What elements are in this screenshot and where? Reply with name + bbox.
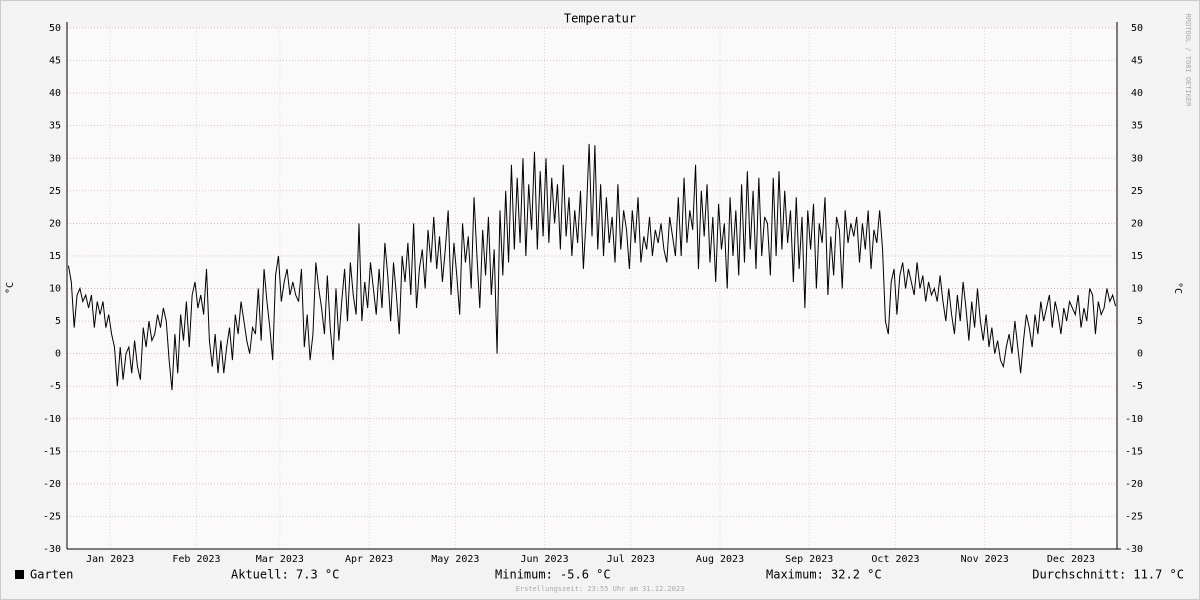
legend-swatch (15, 570, 24, 579)
y2-tick-label: 0 (1137, 349, 1143, 360)
x-tick-label: Feb 2023 (172, 554, 220, 565)
y-axis-label: °C (5, 282, 16, 294)
y-tick-label: 0 (55, 349, 61, 360)
y-tick-label: -15 (43, 446, 61, 457)
y2-tick-label: 40 (1131, 88, 1143, 99)
y2-tick-label: 20 (1131, 218, 1143, 229)
legend-label: Garten (30, 568, 73, 582)
y2-tick-label: -15 (1125, 446, 1143, 457)
chart-title: Temperatur (564, 12, 636, 26)
x-tick-label: Jul 2023 (607, 554, 655, 565)
y2-tick-label: 15 (1131, 251, 1143, 262)
x-tick-label: Dec 2023 (1047, 554, 1095, 565)
y-tick-label: 30 (49, 153, 61, 164)
y2-tick-label: 50 (1131, 23, 1143, 34)
y-tick-label: -20 (43, 479, 61, 490)
y-tick-label: 10 (49, 284, 61, 295)
stat: Minimum: -5.6 °C (495, 568, 611, 582)
y-tick-label: -5 (49, 381, 61, 392)
y-tick-label: -25 (43, 511, 61, 522)
y-tick-label: 20 (49, 218, 61, 229)
y2-tick-label: -30 (1125, 544, 1143, 555)
x-tick-label: Nov 2023 (961, 554, 1009, 565)
x-tick-label: Jun 2023 (520, 554, 568, 565)
y-tick-label: -30 (43, 544, 61, 555)
x-tick-label: May 2023 (431, 554, 479, 565)
y-tick-label: 35 (49, 121, 61, 132)
y2-tick-label: 10 (1131, 284, 1143, 295)
stat: Maximum: 32.2 °C (766, 568, 882, 582)
watermark: RRDTOOL / TOBI OETIKER (1184, 14, 1192, 108)
x-tick-label: Oct 2023 (871, 554, 919, 565)
y-tick-label: 45 (49, 56, 61, 67)
x-tick-label: Jan 2023 (86, 554, 134, 565)
x-tick-label: Aug 2023 (696, 554, 744, 565)
y-tick-label: -10 (43, 414, 61, 425)
y-tick-label: 15 (49, 251, 61, 262)
y2-axis-label: °C (1172, 282, 1183, 294)
y2-tick-label: 30 (1131, 153, 1143, 164)
y2-tick-label: 35 (1131, 121, 1143, 132)
y2-tick-label: -5 (1131, 381, 1143, 392)
y2-tick-label: -25 (1125, 511, 1143, 522)
y-tick-label: 25 (49, 186, 61, 197)
data-line (67, 143, 1117, 391)
y-tick-label: 50 (49, 23, 61, 34)
x-tick-label: Sep 2023 (785, 554, 833, 565)
y2-tick-label: 5 (1137, 316, 1143, 327)
stat: Aktuell: 7.3 °C (231, 568, 339, 582)
y2-tick-label: -10 (1125, 414, 1143, 425)
y2-tick-label: -20 (1125, 479, 1143, 490)
y2-tick-label: 25 (1131, 186, 1143, 197)
y-tick-label: 5 (55, 316, 61, 327)
x-tick-label: Mar 2023 (256, 554, 304, 565)
footer: Erstellungszeit: 23:55 Uhr am 31.12.2023 (516, 585, 685, 593)
x-tick-label: Apr 2023 (345, 554, 393, 565)
stat: Durchschnitt: 11.7 °C (1032, 568, 1184, 582)
y2-tick-label: 45 (1131, 56, 1143, 67)
y-tick-label: 40 (49, 88, 61, 99)
